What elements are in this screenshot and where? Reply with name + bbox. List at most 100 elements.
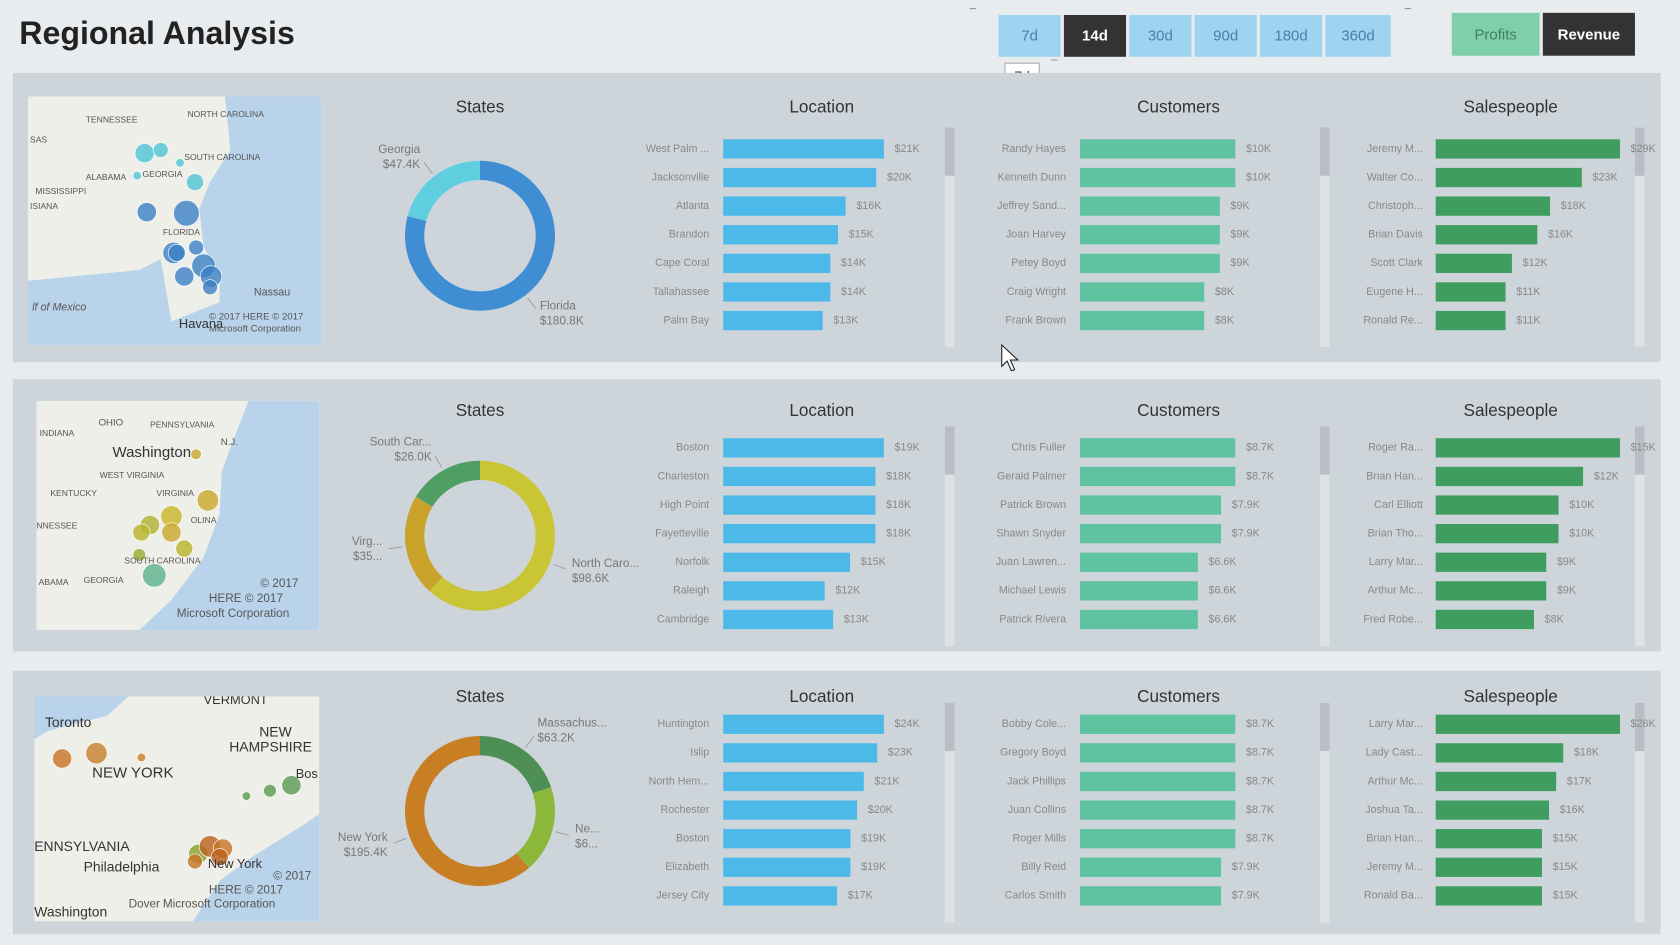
scrollbar-thumb[interactable] [1634,127,1645,176]
bar-category: Arthur Mc... [1368,775,1423,787]
map-bubble [152,142,169,158]
bar-category: West Palm ... [646,143,709,155]
scrollbar-thumb[interactable] [1319,127,1330,176]
measure-button[interactable] [1451,12,1540,56]
bar-category: Christoph... [1368,200,1423,212]
map-label: ALABAMA [86,172,127,182]
scrollbar-thumb[interactable] [944,127,955,176]
bar [1079,829,1236,849]
period-button-label[interactable]: 90d [1213,27,1238,44]
scrollbar-thumb[interactable] [1319,702,1330,752]
donut-value-label: $195.4K [344,846,388,859]
bar-category: Gregory Boyd [1000,747,1066,759]
bar-category: Fred Robe... [1363,613,1422,625]
period-button-label[interactable]: 180d [1274,27,1307,44]
map: TENNESSEE NORTH CAROLINA SAS SOUTH CAROLINA… [27,96,322,345]
period-button[interactable] [998,14,1061,57]
bar-value-label: $8.7K [1246,833,1275,845]
scrollbar-thumb[interactable] [1634,426,1645,475]
bar [723,743,878,763]
bar [1079,495,1222,515]
donut-leader [393,837,407,844]
bar-category: Eugene H... [1366,286,1423,298]
period-button[interactable] [1063,14,1127,57]
panel-title: Salespeople [1464,400,1558,420]
measure-button-label[interactable]: Revenue [1558,26,1620,43]
bar-category: Patrick Rivera [999,613,1066,625]
donut-leader [434,455,443,468]
map-label: OHIO [99,418,124,429]
bar [723,886,838,906]
map-label: ABAMA [39,577,69,587]
bar-value-label: $18K [1561,200,1587,212]
scrollbar-thumb[interactable] [944,426,955,475]
bar [1079,552,1198,572]
bar [723,495,876,515]
period-button[interactable] [1325,14,1391,57]
bar-value-label: $19K [861,861,887,873]
bar-category: Walter Co... [1367,171,1423,183]
donut-value-label: $35... [353,550,382,563]
scrollbar-thumb[interactable] [944,702,955,752]
bar-category: Brian Tho... [1368,527,1423,539]
bar [723,829,851,849]
period-button-label[interactable]: 14d [1082,27,1108,44]
bar-value-label: $20K [887,171,913,183]
bar [1079,253,1220,273]
bar-value-label: $14K [841,257,867,269]
bar-value-label: $12K [1594,470,1620,482]
bar-value-label: $12K [835,585,861,597]
bar-category: Carlos Smith [1005,890,1066,902]
map-bubble [161,522,182,543]
period-button-label[interactable]: 7d [1021,27,1038,44]
measure-button-label[interactable]: Profits [1474,26,1516,43]
map-bubble [190,448,202,460]
donut-leader [555,831,569,836]
map-label: ISIANA [30,201,58,211]
period-button-label[interactable]: 30d [1148,27,1173,44]
period-button[interactable] [1259,14,1323,57]
period-button[interactable] [1194,14,1257,57]
panel-title: Salespeople [1464,686,1558,706]
map-bubble [210,848,229,867]
period-button[interactable] [1129,14,1192,57]
map-bubble [85,742,108,765]
measure-button[interactable] [1542,12,1635,56]
bar [1079,466,1236,487]
map-label: PENNSYLVANIA [150,420,215,430]
bar-category: Elizabeth [665,861,709,873]
map-label: Philadelphia [84,859,160,875]
map-label: SAS [30,135,47,145]
map-label: WEST VIRGINIA [100,470,165,480]
map-label: Dover [129,897,160,910]
period-button-label[interactable]: 360d [1341,27,1374,44]
scrollbar-thumb[interactable] [1634,702,1645,752]
bar [1079,438,1236,458]
bar-category: Shawn Snyder [996,527,1066,539]
map-bubble [263,783,277,798]
bar-category: Jeremy M... [1367,143,1423,155]
donut-category: Florida [540,300,576,313]
bar-value-label: $8.7K [1246,804,1275,816]
bar-category: Ronald Ba... [1364,890,1423,902]
bar-category: Larry Mar... [1369,718,1423,730]
bar-value-label: $6.6K [1209,556,1238,568]
donut-category: North Caro... [572,557,639,570]
bar [1435,829,1542,849]
bar-value-label: $16K [1560,804,1586,816]
bar-category: Kenneth Dunn [998,171,1066,183]
bar [723,466,876,487]
bar-value-label: $7.9K [1232,890,1261,902]
bar [1435,196,1551,216]
bar-value-label: $20K [868,804,894,816]
map-bubble [187,853,203,870]
map-label: © 2017 [260,577,298,590]
bar-category: Billy Reid [1021,861,1066,873]
bar [1435,771,1557,792]
panel-title: Salespeople [1464,97,1558,117]
bar-value-label: $6.6K [1209,613,1238,625]
donut-title: States [456,686,505,706]
bar [723,253,831,273]
bar [1435,310,1506,331]
scrollbar-thumb[interactable] [1319,426,1330,475]
